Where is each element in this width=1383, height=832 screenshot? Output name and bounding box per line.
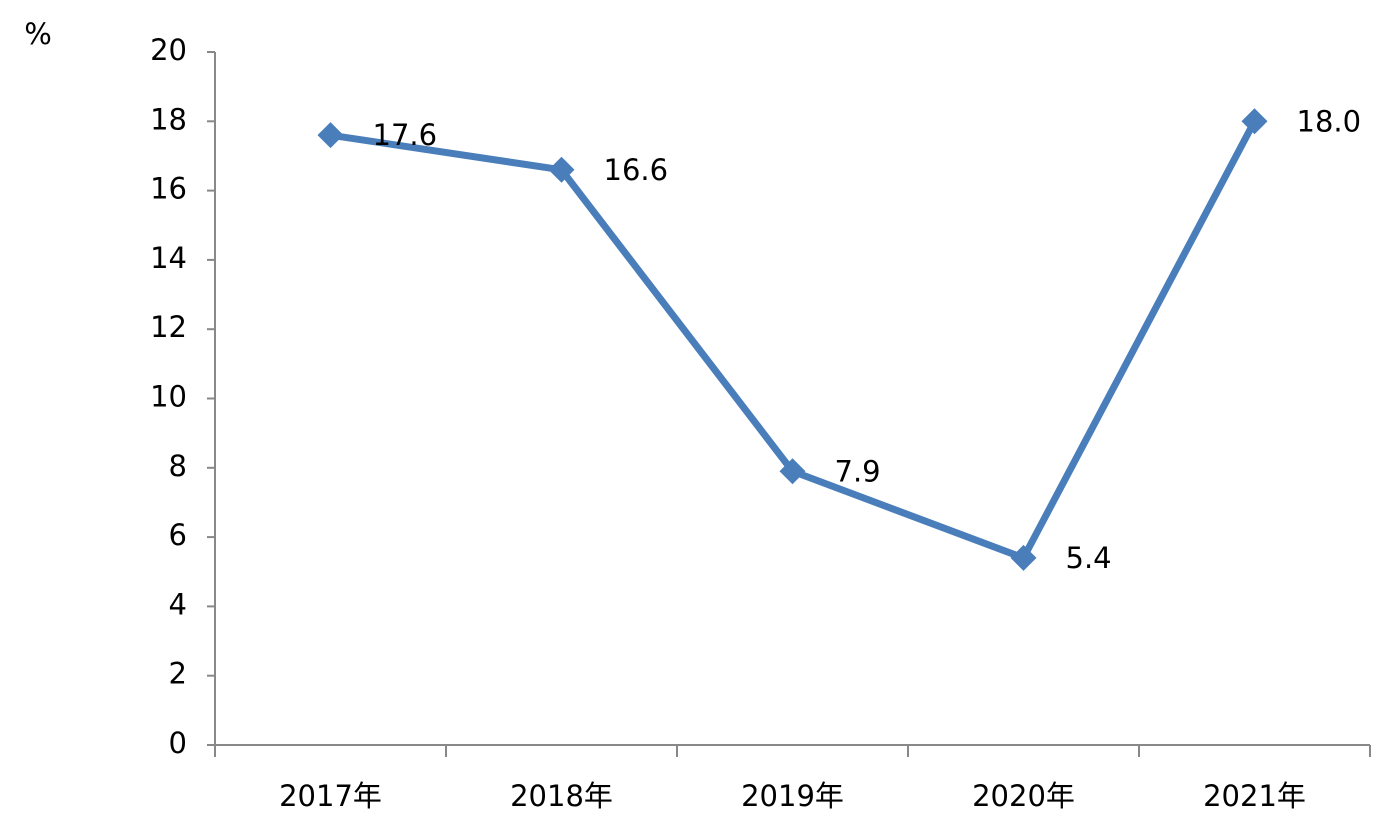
data-label: 18.0 <box>1297 104 1362 138</box>
y-tick-label: 18 <box>150 102 187 136</box>
x-tick-label: 2020年 <box>972 779 1075 813</box>
y-tick-label: 20 <box>150 33 187 67</box>
marker <box>779 458 806 485</box>
x-tick-label: 2017年 <box>279 779 382 813</box>
y-tick-label: 0 <box>169 726 187 760</box>
line <box>329 119 1258 562</box>
y-tick-label: 10 <box>150 380 187 414</box>
data-label: 16.6 <box>604 153 669 187</box>
x-tick-label: 2018年 <box>510 779 613 813</box>
data-label: 7.9 <box>835 454 881 488</box>
data-label: 5.4 <box>1066 541 1112 575</box>
y-axis-label: % <box>24 17 52 51</box>
marker <box>1010 544 1037 571</box>
y-tick-label: 2 <box>169 657 187 691</box>
marker <box>317 122 344 149</box>
marker <box>548 156 575 183</box>
y-tick-label: 6 <box>169 518 187 552</box>
x-tick-label: 2021年 <box>1203 779 1306 813</box>
y-tick-label: 14 <box>150 241 187 275</box>
marker <box>1241 108 1268 135</box>
y-tick-label: 16 <box>150 172 187 206</box>
y-tick-label: 12 <box>150 310 187 344</box>
x-tick-label: 2019年 <box>741 779 844 813</box>
y-tick-label: 4 <box>169 587 187 621</box>
y-tick-label: 8 <box>169 449 187 483</box>
data-label: 17.6 <box>373 118 438 152</box>
